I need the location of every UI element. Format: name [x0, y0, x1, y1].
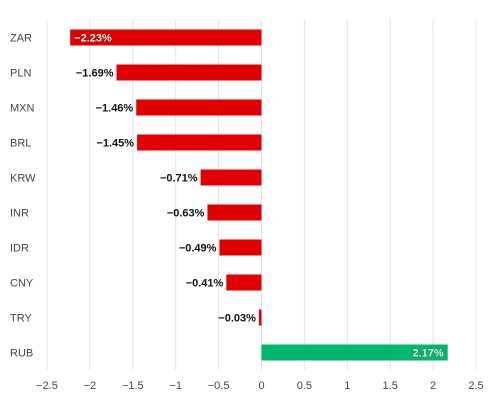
bar-cny: [226, 274, 262, 291]
x-tick-label: 2: [430, 380, 436, 392]
bar-mxn: [136, 99, 262, 116]
category-label: MXN: [10, 103, 35, 115]
x-tick-label: 1: [344, 380, 350, 392]
value-label: −0.71%: [160, 173, 198, 185]
category-labels: ZAR PLN MXN BRL KRW INR IDR CNY TRY RUB: [10, 33, 36, 360]
bar-rub: [261, 344, 448, 361]
bar-try: [258, 309, 262, 326]
category-label: CNY: [10, 278, 34, 290]
bars: [70, 29, 448, 361]
category-label: ZAR: [10, 33, 32, 45]
bar-idr: [219, 239, 262, 256]
value-label: −1.45%: [96, 138, 134, 150]
value-label: −1.69%: [76, 68, 114, 80]
x-tick-label: 0: [258, 380, 264, 392]
bar-zar: [70, 29, 262, 46]
x-tick-label: −1: [169, 380, 182, 392]
x-tick-label: −2.5: [36, 380, 58, 392]
category-label: IDR: [10, 243, 29, 255]
value-label: −0.49%: [179, 243, 217, 255]
category-label: INR: [10, 208, 29, 220]
x-tick-label: 1.5: [383, 380, 398, 392]
value-label: −0.63%: [167, 208, 205, 220]
x-tick-label: −0.5: [208, 380, 230, 392]
x-tick-label: −2: [84, 380, 97, 392]
x-tick-label: −1.5: [122, 380, 144, 392]
x-tick-label: 0.5: [297, 380, 312, 392]
x-axis-ticks: −2.5 −2 −1.5 −1 −0.5 0 0.5 1 1.5 2 2.5: [36, 380, 484, 392]
value-label: −2.23%: [74, 33, 112, 45]
category-label: TRY: [10, 313, 32, 325]
value-label: −1.46%: [96, 103, 134, 115]
category-label: RUB: [10, 348, 33, 360]
value-label: −0.03%: [218, 313, 256, 325]
category-label: PLN: [10, 68, 31, 80]
bar-pln: [116, 64, 262, 81]
x-tick-label: 2.5: [468, 380, 483, 392]
category-label: KRW: [10, 173, 36, 185]
bar-inr: [207, 204, 262, 221]
value-labels: −2.23% −1.69% −1.46% −1.45% −0.71% −0.63% −0.4…: [74, 32, 444, 360]
bar-krw: [200, 169, 262, 186]
category-label: BRL: [10, 138, 31, 150]
bar-brl: [137, 134, 262, 151]
value-label: 2.17%: [412, 348, 443, 360]
value-label: −0.41%: [186, 278, 224, 290]
